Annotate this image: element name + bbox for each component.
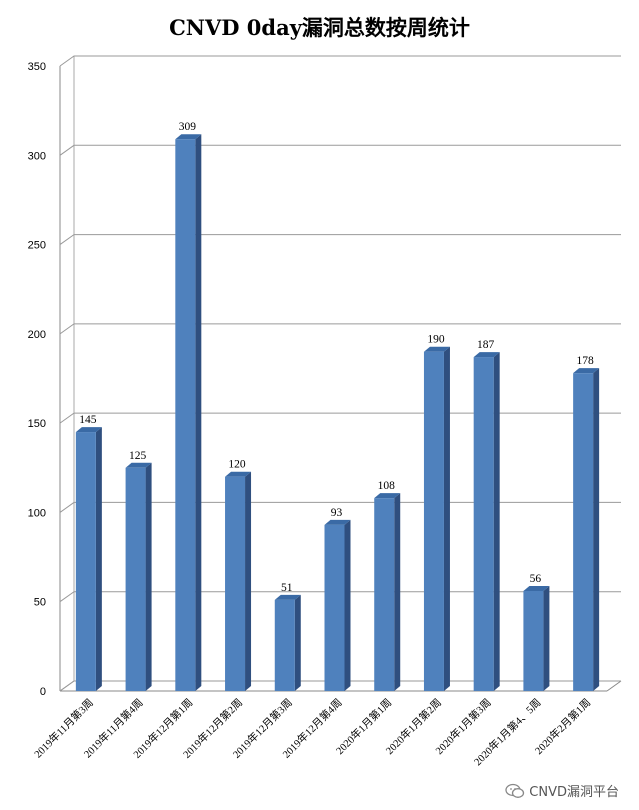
- data-label: 190: [427, 334, 445, 346]
- y-tick-label: 150: [28, 418, 46, 430]
- data-label: 56: [530, 573, 542, 585]
- data-label: 108: [378, 480, 396, 492]
- bar: [324, 519, 351, 691]
- y-tick-label: 50: [34, 597, 46, 609]
- x-axis-ticks: 2019年11月第3周2019年11月第4周2019年12月第1周2019年12…: [31, 696, 593, 768]
- bar: [423, 346, 450, 691]
- bar: [175, 134, 202, 691]
- gridline: [59, 412, 621, 424]
- bar: [473, 352, 500, 691]
- watermark-text: CNVD漏洞平台: [529, 785, 619, 800]
- bar: [573, 368, 600, 691]
- data-label: 51: [281, 582, 293, 594]
- bar: [75, 427, 102, 691]
- bar: [523, 586, 550, 691]
- data-label: 309: [179, 121, 197, 133]
- gridline: [59, 234, 621, 245]
- bar: [125, 462, 152, 691]
- gridline: [59, 55, 621, 67]
- y-tick-label: 350: [28, 61, 46, 73]
- y-tick-label: 250: [28, 240, 46, 252]
- data-label: 145: [79, 414, 97, 426]
- data-labels: 145 125 309 120 51 93 108 190 187 56 178: [79, 121, 594, 594]
- wechat-icon: [505, 783, 525, 798]
- data-label: 125: [129, 450, 147, 462]
- bar: [225, 471, 252, 691]
- y-tick-label: 100: [28, 507, 46, 519]
- data-label: 178: [577, 355, 595, 367]
- gridline: [59, 144, 621, 156]
- chart-title: CNVD 0day漏洞总数按周统计: [169, 15, 470, 40]
- watermark: CNVD漏洞平台: [505, 781, 619, 800]
- bars: [75, 134, 600, 691]
- y-axis-ticks: 0 50 100 150 200 250 300 350: [28, 61, 46, 698]
- bar: [374, 493, 401, 691]
- data-label: 120: [228, 459, 246, 471]
- y-tick-label: 300: [28, 150, 46, 162]
- gridline: [59, 323, 621, 335]
- y-tick-label: 200: [28, 329, 46, 341]
- data-label: 93: [331, 507, 343, 519]
- y-tick-label: 0: [40, 686, 46, 698]
- data-label: 187: [477, 339, 495, 351]
- bar: [274, 594, 301, 691]
